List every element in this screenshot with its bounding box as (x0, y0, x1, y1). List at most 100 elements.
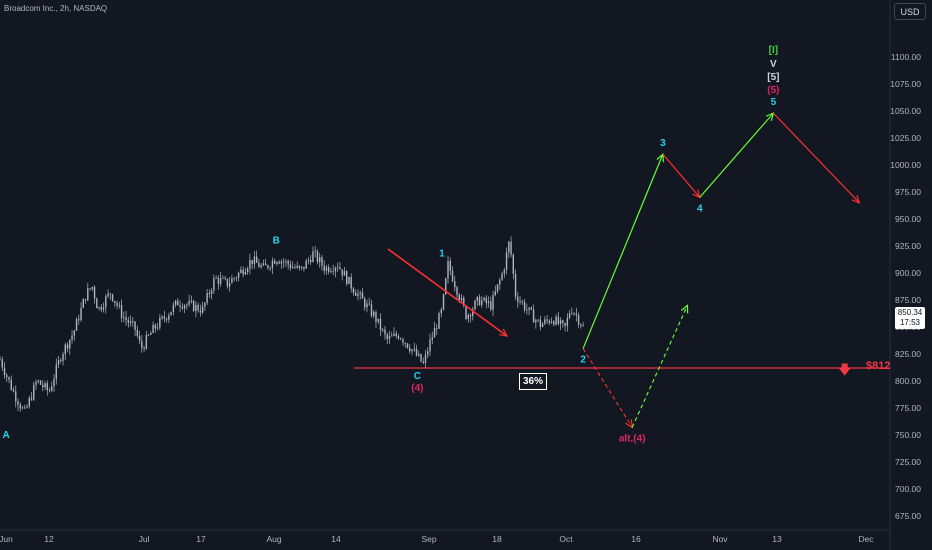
projection-leg (699, 112, 774, 198)
candle-body (285, 261, 287, 263)
candle-body (289, 264, 292, 268)
candle-body (219, 278, 222, 284)
candle-body (467, 314, 469, 319)
candle-body (494, 291, 497, 296)
candle-body (539, 319, 542, 327)
candle-body (213, 278, 215, 291)
candle-body (201, 306, 204, 313)
wave-2-arrowhead (499, 328, 509, 337)
candle-body (303, 266, 305, 269)
candle-body (215, 277, 217, 279)
candle-body (262, 263, 265, 266)
y-tick-label: 950.00 (895, 214, 921, 224)
candle-body (84, 299, 87, 301)
candle-body (123, 317, 125, 319)
x-tick-label: 17 (196, 534, 206, 544)
candle-body (111, 294, 114, 301)
candle-body (24, 407, 26, 409)
candle-body (523, 302, 526, 310)
candle-body (73, 330, 75, 336)
candle-body (26, 406, 28, 408)
candle-body (278, 262, 280, 264)
candle-body (544, 319, 546, 324)
y-tick-label: 700.00 (895, 484, 921, 494)
candle-body (28, 397, 30, 407)
candle-body (276, 262, 278, 264)
candle-body (71, 335, 73, 340)
candle-body (449, 260, 451, 271)
candle-body (62, 354, 64, 361)
candle-body (512, 254, 515, 274)
candle-body (429, 339, 431, 352)
candle-body (188, 300, 190, 305)
candle-body (514, 273, 517, 297)
candle-body (483, 297, 485, 301)
candle-body (172, 304, 175, 312)
candle-body (327, 267, 330, 272)
candle-body (271, 260, 274, 268)
x-tick-label: 13 (772, 534, 782, 544)
candle-body (465, 305, 467, 319)
candle-body (224, 277, 226, 279)
wave-label: 4 (697, 203, 703, 214)
y-tick-label: 875.00 (895, 295, 921, 305)
candle-body (235, 277, 238, 279)
wave-label: B (273, 235, 280, 246)
candle-body (282, 261, 285, 263)
candle-body (568, 313, 571, 318)
projection-leg (772, 112, 860, 204)
candle-body (366, 303, 368, 308)
candle-body (582, 325, 584, 327)
candle-body (82, 299, 85, 308)
candle-body (348, 276, 350, 284)
candle-body (307, 260, 310, 261)
candle-body (143, 348, 145, 349)
candle-body (382, 329, 384, 331)
candle-body (294, 266, 296, 268)
candle-body (415, 348, 418, 356)
y-tick-label: 1025.00 (890, 133, 921, 143)
currency-button[interactable]: USD (894, 3, 926, 20)
candle-body (384, 329, 386, 335)
candle-body (93, 286, 96, 299)
candle-body (217, 277, 220, 284)
probability-box: 36% (519, 373, 548, 390)
candle-body (246, 268, 249, 272)
candle-body (386, 334, 388, 340)
candle-body (424, 354, 427, 363)
candle-body (433, 328, 436, 338)
x-tick-label: Aug (266, 534, 281, 544)
candle-body (305, 260, 307, 269)
candle-body (458, 294, 460, 300)
candle-body (170, 311, 172, 316)
y-tick-label: 1100.00 (891, 52, 921, 62)
wave-label: C (414, 371, 421, 382)
candle-body (179, 305, 181, 307)
candle-body (102, 307, 105, 310)
candle-body (66, 344, 69, 349)
candle-body (298, 265, 301, 268)
candle-body (487, 301, 490, 304)
candle-body (161, 316, 163, 318)
candle-body (116, 302, 118, 306)
candle-body (332, 271, 334, 272)
candle-body (6, 375, 8, 377)
candle-body (129, 321, 132, 323)
candle-body (505, 252, 508, 270)
y-tick-label: 1075.00 (890, 79, 921, 89)
candle-body (120, 305, 123, 318)
candle-body (370, 304, 373, 316)
candle-body (159, 317, 161, 328)
candle-body (206, 293, 208, 303)
wave-label: A (3, 430, 10, 441)
candle-body (53, 379, 55, 387)
wave-2-arrow (387, 248, 508, 337)
candle-body (571, 313, 573, 315)
candle-body (330, 271, 332, 272)
candle-body (75, 319, 78, 331)
candle-body (469, 314, 472, 317)
candle-body (19, 404, 21, 409)
candle-body (337, 267, 339, 269)
candle-body (30, 397, 33, 400)
